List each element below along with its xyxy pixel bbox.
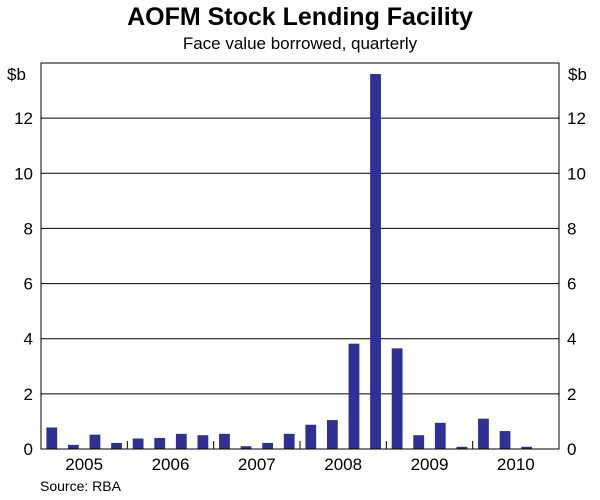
x-tick-label: 2005 (65, 455, 103, 474)
right-y-tick-label: 0 (567, 440, 576, 459)
bar (370, 74, 381, 450)
left-y-tick-label: 8 (24, 219, 33, 238)
bar (478, 418, 489, 449)
chart-subtitle: Face value borrowed, quarterly (182, 34, 418, 53)
right-y-tick-label: 10 (567, 164, 586, 183)
bar (46, 427, 58, 449)
right-y-tick-label: 8 (567, 219, 576, 238)
right-y-unit-label: $b (568, 65, 587, 84)
bar (521, 446, 533, 449)
bar (391, 348, 403, 449)
bar (240, 446, 252, 449)
x-axis-labels: 2005 2006 2007 2008 2009 2010 (65, 455, 534, 474)
bar (413, 435, 425, 449)
right-y-axis-labels: 0 2 4 6 8 10 12 (567, 109, 586, 459)
left-y-tick-label: 2 (24, 385, 33, 404)
x-tick-label: 2009 (411, 455, 449, 474)
x-tick-label: 2006 (152, 455, 190, 474)
bar (326, 420, 338, 449)
bar (348, 343, 360, 449)
chart-title: AOFM Stock Lending Facility (127, 3, 473, 31)
x-tick-label: 2007 (238, 455, 276, 474)
left-y-unit-label: $b (7, 65, 26, 84)
right-y-tick-label: 2 (567, 385, 576, 404)
bar (175, 433, 187, 449)
bar (262, 442, 274, 449)
bar (197, 435, 209, 449)
source-note: Source: RBA (40, 478, 121, 494)
plot-frame (40, 62, 560, 450)
right-y-tick-label: 6 (567, 275, 576, 294)
x-tick-label: 2008 (324, 455, 362, 474)
grid-lines (41, 117, 559, 395)
bar (89, 434, 101, 449)
left-y-tick-label: 12 (14, 109, 33, 128)
right-y-tick-label: 12 (567, 109, 586, 128)
bar (434, 422, 446, 449)
bars (46, 74, 533, 450)
bar (132, 438, 144, 449)
bar (499, 431, 511, 449)
bar (67, 444, 79, 449)
left-y-tick-label: 6 (24, 275, 33, 294)
left-y-tick-label: 4 (24, 330, 33, 349)
left-y-tick-label: 10 (14, 164, 33, 183)
left-y-tick-label: 0 (24, 440, 33, 459)
bar (219, 433, 230, 449)
right-y-tick-label: 4 (567, 330, 576, 349)
bar (154, 437, 166, 449)
bar (456, 446, 468, 449)
bar (111, 442, 122, 449)
bar (283, 433, 295, 449)
bar (305, 424, 317, 449)
year-tick-marks (126, 441, 474, 449)
left-y-axis-labels: 0 2 4 6 8 10 12 (14, 109, 33, 459)
x-tick-label: 2010 (497, 455, 535, 474)
